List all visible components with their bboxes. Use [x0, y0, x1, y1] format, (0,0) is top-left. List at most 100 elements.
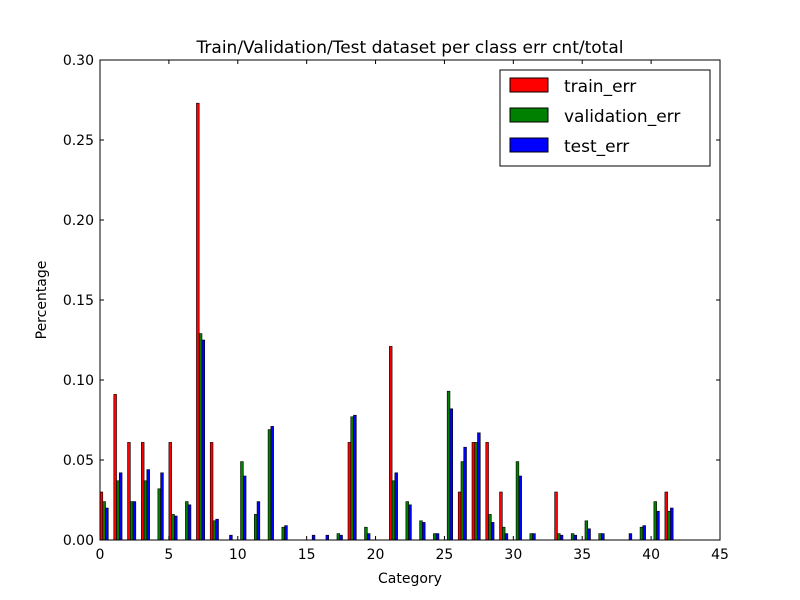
bar-validation_err-31	[529, 533, 533, 541]
bar-validation_err-11	[254, 514, 258, 541]
bar-test_err-24	[435, 533, 440, 541]
bar-test_err-3	[146, 469, 150, 541]
y-tick-label: 0.20	[63, 213, 94, 229]
legend-label-test_err: test_err	[564, 137, 629, 157]
bar-test_err-38	[628, 533, 633, 541]
bar-validation_err-5	[171, 514, 175, 541]
y-tick-label: 0.05	[63, 453, 94, 469]
bar-validation_err-23	[419, 520, 423, 541]
bar-test_err-34	[573, 534, 578, 541]
bar-test_err-36	[601, 533, 605, 541]
y-tick-label: 0.15	[63, 293, 94, 309]
bar-test_err-1	[118, 472, 123, 541]
bar-validation_err-29	[502, 526, 506, 541]
bar-train_err-33	[554, 491, 558, 541]
bar-test_err-25	[449, 408, 454, 541]
axis-ticks	[99, 59, 721, 541]
bar-test_err-19	[366, 533, 371, 541]
bar-train_err-3	[141, 442, 145, 541]
bar-validation_err-3	[143, 480, 148, 541]
bar-train_err-27	[471, 442, 476, 541]
bar-test_err-23	[422, 522, 426, 541]
bar-test_err-18	[353, 414, 357, 541]
bar-test_err-41	[670, 507, 674, 541]
bar-train_err-7	[196, 102, 200, 541]
legend: train_err validation_err test_err	[499, 69, 711, 167]
bar-train_err-18	[347, 442, 352, 541]
bar-test_err-12	[270, 426, 274, 541]
bar-train_err-21	[389, 346, 393, 541]
bar-test_err-9	[229, 534, 233, 541]
bar-train_err-41	[664, 491, 668, 541]
bar-train_err-26	[457, 491, 462, 541]
bar-test_err-21	[394, 472, 398, 541]
y-tick-label: 0.00	[63, 533, 94, 549]
bar-validation_err-21	[391, 480, 396, 541]
bar-test_err-7	[201, 339, 206, 541]
bar-validation_err-17	[336, 533, 341, 541]
x-tick-label: 20	[367, 547, 385, 563]
bar-validation_err-13	[281, 526, 285, 541]
x-tick-label: 0	[96, 547, 105, 563]
x-tick-label: 45	[711, 547, 729, 563]
bar-validation_err-33	[557, 533, 561, 541]
x-tick-label: 35	[573, 547, 591, 563]
bar-validation_err-36	[598, 533, 602, 541]
bar-test_err-16	[325, 534, 330, 541]
bar-train_err-2	[127, 442, 131, 541]
bar-validation_err-4	[157, 488, 161, 541]
bar-validation_err-6	[185, 501, 189, 541]
bar-test_err-22	[408, 504, 412, 541]
bar-test_err-35	[587, 528, 591, 541]
legend-label-train_err: train_err	[564, 77, 636, 97]
y-tick-label: 0.10	[63, 373, 94, 389]
x-tick-label: 25	[436, 547, 454, 563]
bar-validation_err-0	[102, 501, 106, 541]
bar-validation_err-19	[364, 526, 368, 541]
bar-validation_err-24	[433, 533, 437, 541]
y-tick-label: 0.30	[63, 53, 94, 69]
bar-test_err-0	[105, 507, 109, 541]
x-tick-label: 15	[298, 547, 316, 563]
bar-train_err-1	[113, 394, 117, 541]
y-tick-label: 0.25	[63, 133, 94, 149]
bar-test_err-40	[656, 510, 660, 541]
bar-validation_err-25	[446, 390, 451, 541]
bar-train_err-29	[499, 491, 503, 541]
bar-validation_err-40	[653, 501, 657, 541]
legend-label-validation_err: validation_err	[564, 107, 680, 127]
bar-test_err-26	[463, 446, 467, 541]
bar-validation_err-12	[267, 429, 272, 541]
legend-swatch-train_err	[509, 77, 549, 93]
bar-test_err-5	[174, 515, 178, 541]
y-axis-label: Percentage	[34, 261, 50, 340]
bar-train_err-28	[485, 442, 489, 541]
bar-validation_err-41	[667, 510, 671, 541]
x-axis-label: Category	[378, 571, 442, 587]
bar-validation_err-34	[570, 533, 575, 541]
bar-test_err-4	[160, 472, 164, 541]
bars-group	[99, 102, 674, 541]
bar-test_err-28	[490, 522, 495, 541]
bar-validation_err-35	[584, 520, 589, 541]
bar-validation_err-18	[350, 416, 354, 541]
tick-labels: 0 5 10 15 20 25 30 35 40 45 0.00 0.05 0.10 0.15 0.20 0.…	[63, 53, 729, 563]
bar-test_err-27	[477, 432, 481, 541]
bar-test_err-39	[642, 525, 646, 541]
bar-validation_err-2	[130, 501, 134, 541]
bar-test_err-31	[532, 533, 536, 541]
legend-swatch-validation_err	[509, 107, 549, 123]
bar-test_err-2	[132, 501, 137, 541]
bar-test_err-17	[339, 534, 343, 541]
x-tick-label: 10	[229, 547, 247, 563]
bar-validation_err-1	[116, 480, 120, 541]
bar-test_err-10	[242, 475, 247, 541]
bar-test_err-13	[284, 525, 288, 541]
bar-validation_err-7	[198, 333, 203, 541]
bar-train_err-5	[168, 442, 172, 541]
bar-test_err-33	[559, 534, 564, 541]
bar-test_err-8	[215, 518, 219, 541]
bar-train_err-8	[209, 442, 214, 541]
bar-validation_err-26	[460, 461, 465, 541]
